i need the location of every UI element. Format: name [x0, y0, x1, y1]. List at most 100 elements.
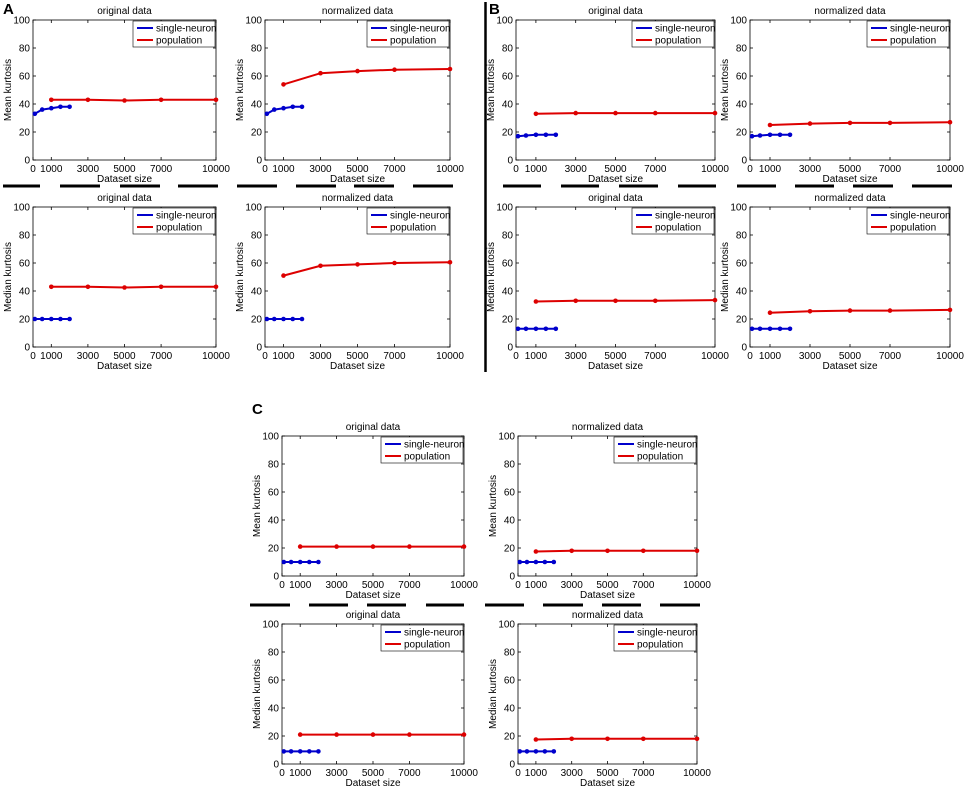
series-population [49, 284, 219, 290]
data-point [749, 326, 755, 332]
y-tick-label: 40 [504, 516, 516, 527]
y-axis-label: Median kurtosis [720, 242, 731, 312]
x-tick-label: 1000 [289, 580, 312, 591]
y-tick-label: 40 [251, 100, 263, 111]
x-tick-label: 5000 [346, 351, 369, 362]
data-point [290, 104, 296, 110]
data-point [122, 285, 127, 290]
series-population [281, 66, 453, 87]
x-axis-label: Dataset size [345, 590, 400, 601]
data-point [281, 559, 287, 565]
x-axis-label: Dataset size [330, 174, 385, 185]
legend-entry: population [156, 223, 202, 234]
data-point [307, 559, 312, 565]
legend-entry: population [404, 640, 450, 651]
x-tick-label: 1000 [525, 580, 548, 591]
y-tick-label: 0 [509, 760, 515, 771]
data-point [158, 97, 164, 103]
y-tick-label: 60 [736, 72, 748, 83]
x-tick-label: 7000 [644, 164, 667, 175]
data-point [316, 749, 321, 754]
legend-box [366, 207, 450, 235]
legend-box [132, 207, 216, 235]
data-point [407, 544, 412, 549]
y-tick-label: 60 [19, 72, 31, 83]
data-point [533, 737, 539, 742]
x-tick-label: 0 [279, 580, 285, 591]
data-point [757, 326, 763, 332]
chart-title: original data [588, 193, 643, 204]
data-point [58, 104, 63, 110]
y-tick-label: 20 [19, 128, 31, 139]
data-point [288, 559, 294, 565]
data-point [767, 132, 773, 138]
legend-entry: population [655, 36, 701, 47]
x-tick-label: 7000 [632, 580, 655, 591]
chart-title: original data [588, 6, 643, 17]
data-point [847, 120, 853, 126]
data-point [517, 749, 523, 754]
data-point [524, 559, 530, 565]
x-tick-label: 0 [513, 351, 519, 362]
data-point [355, 262, 360, 267]
y-tick-label: 40 [268, 704, 280, 715]
data-point [553, 326, 559, 332]
data-point [85, 284, 91, 290]
series-single-neuron [515, 132, 559, 139]
y-tick-label: 40 [19, 100, 31, 111]
x-tick-label: 0 [515, 768, 521, 779]
data-point [318, 263, 323, 269]
y-tick-label: 80 [502, 231, 514, 242]
data-point [515, 133, 521, 139]
y-tick-label: 0 [507, 343, 513, 354]
y-tick-label: 60 [736, 259, 748, 270]
series-population [533, 736, 700, 742]
series-single-neuron [517, 559, 557, 565]
x-tick-label: 10000 [701, 164, 729, 175]
y-tick-label: 20 [502, 128, 514, 139]
x-tick-label: 7000 [383, 164, 406, 175]
x-tick-label: 10000 [936, 164, 964, 175]
x-axis-label: Dataset size [822, 174, 877, 185]
data-point [32, 111, 38, 117]
legend-box [631, 20, 715, 48]
x-axis-label: Dataset size [588, 174, 643, 185]
legend-box [866, 20, 950, 48]
legend-box [380, 624, 464, 652]
data-point [551, 559, 557, 565]
series-single-neuron [749, 326, 793, 332]
y-tick-label: 60 [268, 488, 280, 499]
y-tick-label: 0 [256, 156, 262, 167]
x-tick-label: 1000 [40, 164, 63, 175]
legend-entry: population [637, 640, 683, 651]
data-point [67, 104, 72, 110]
x-tick-label: 1000 [272, 164, 295, 175]
legend-entry: single-neuron [637, 628, 698, 639]
legend-entry: population [404, 452, 450, 463]
x-tick-label: 3000 [77, 164, 100, 175]
x-tick-label: 10000 [683, 580, 711, 591]
y-tick-label: 60 [502, 72, 514, 83]
legend-entry: single-neuron [655, 24, 716, 35]
data-point [370, 732, 376, 737]
y-tick-label: 60 [504, 676, 516, 687]
data-point [533, 299, 539, 304]
legend-entry: population [390, 36, 436, 47]
data-point [533, 132, 539, 138]
x-tick-label: 10000 [936, 351, 964, 362]
data-point [297, 749, 303, 754]
legend-box [613, 436, 697, 464]
data-point [288, 749, 294, 754]
chart-title: normalized data [572, 610, 644, 621]
legend-entry: single-neuron [890, 211, 951, 222]
data-point [641, 736, 646, 742]
legend-entry: single-neuron [156, 24, 217, 35]
data-point [392, 67, 397, 72]
data-point [370, 544, 376, 549]
data-point [264, 316, 270, 322]
data-point [392, 260, 397, 266]
